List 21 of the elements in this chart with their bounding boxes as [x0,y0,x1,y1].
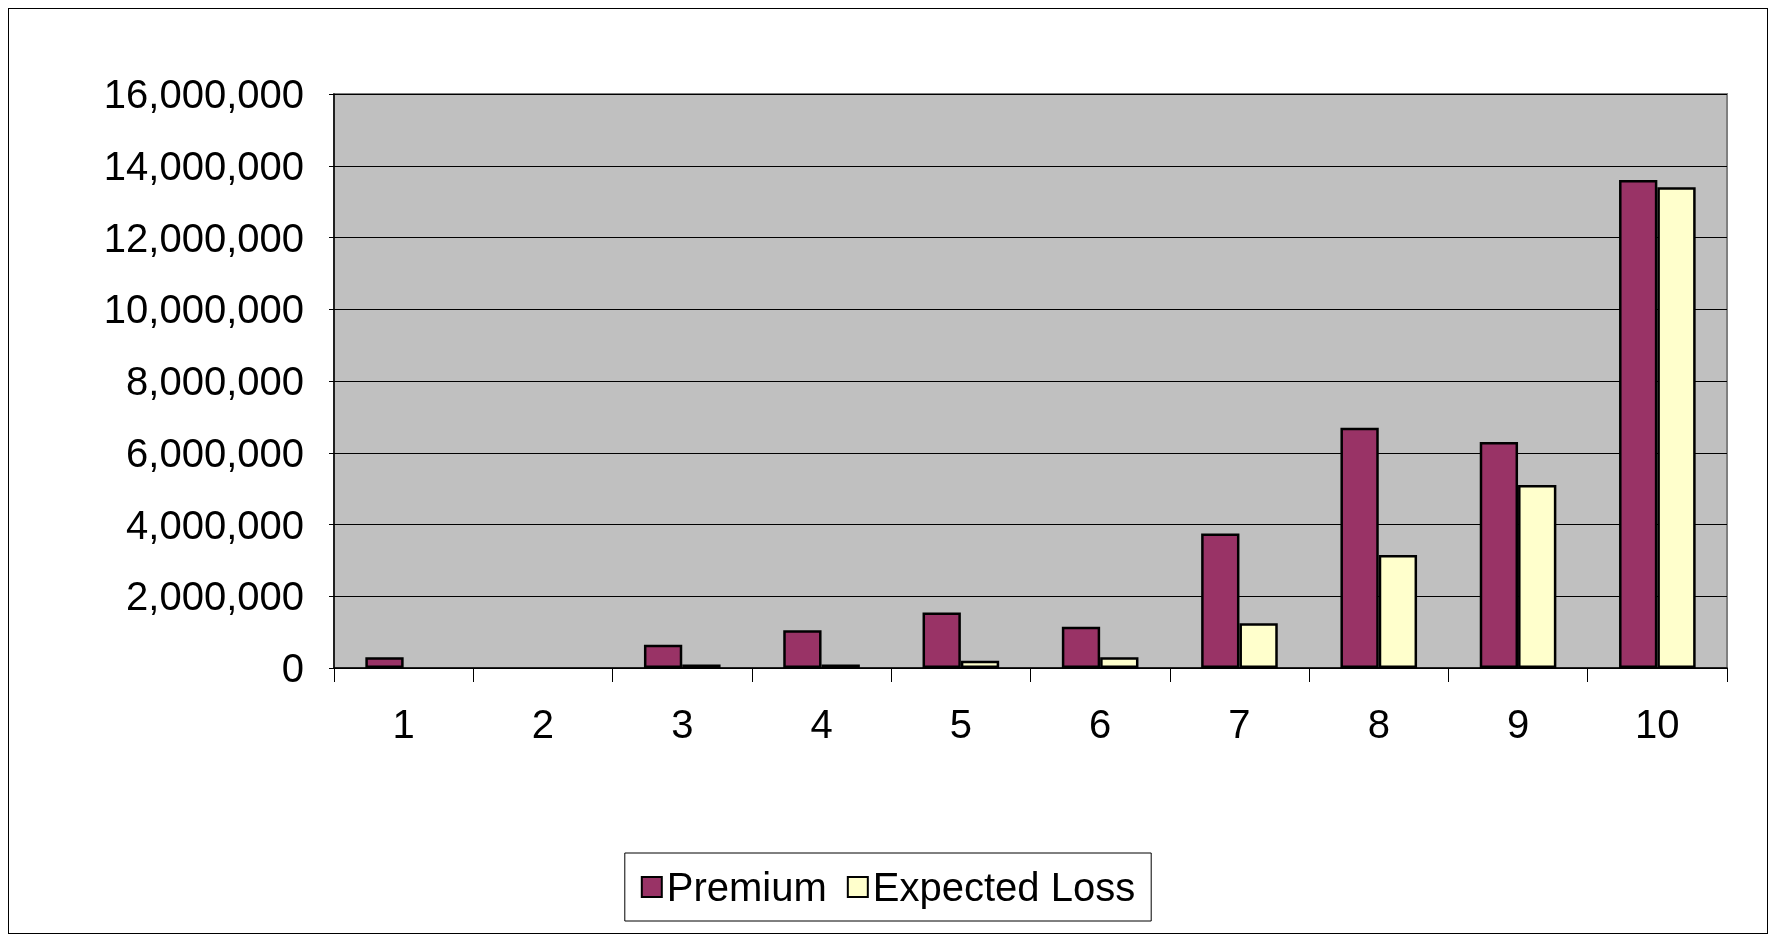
x-tick-label: 2 [531,702,555,746]
x-tick-label: 6 [1089,702,1112,746]
y-tick-label: 16,000,000 [103,72,304,116]
legend-label: Premium [666,865,827,909]
x-tick-label: 3 [671,702,694,746]
x-tick-label: 9 [1506,702,1530,746]
x-tick-label: 5 [949,702,972,746]
y-tick-label: 2,000,000 [126,574,304,619]
y-tick-label: 12,000,000 [103,215,304,260]
x-tick-label: 1 [392,702,415,746]
y-tick-label: 0 [281,646,304,690]
y-tick-label: 4,000,000 [126,502,304,547]
x-tick-label: 8 [1367,702,1390,746]
y-tick-label: 8,000,000 [126,359,304,403]
y-tick-label: 6,000,000 [126,430,304,475]
y-tick-label: 14,000,000 [103,143,304,188]
y-tick-label: 10,000,000 [103,287,304,332]
x-tick-label: 7 [1228,702,1251,746]
x-tick-label: 4 [810,702,833,746]
x-tick-label: 10 [1635,702,1680,746]
legend-label: Expected Loss [872,865,1136,909]
